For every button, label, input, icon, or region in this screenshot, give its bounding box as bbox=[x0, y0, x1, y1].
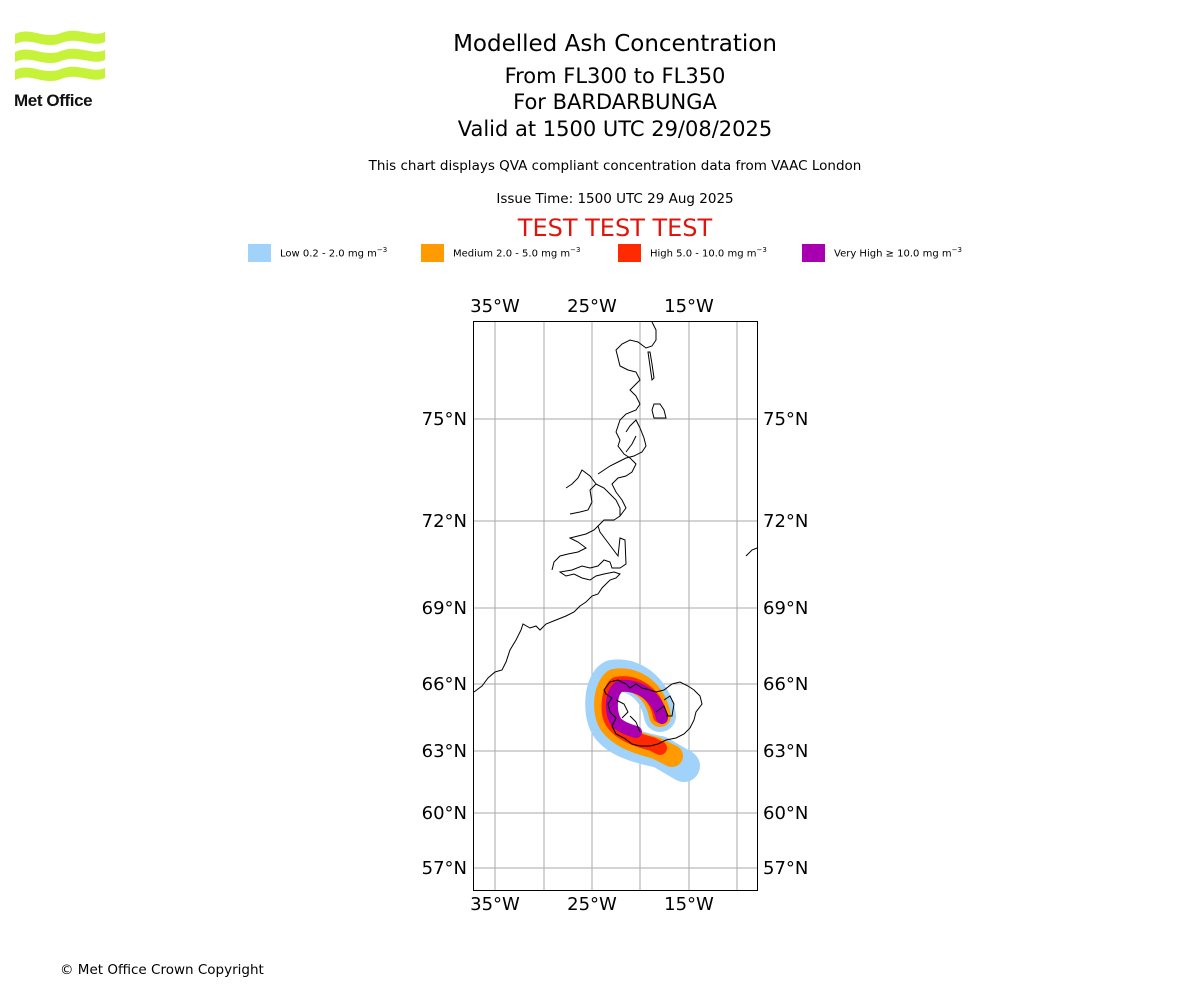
lat-label: 66°N bbox=[422, 674, 467, 695]
lat-label: 57°N bbox=[763, 858, 808, 879]
longitude-labels-top: 35°W 25°W 15°W bbox=[470, 296, 714, 317]
lon-label: 35°W bbox=[470, 894, 520, 915]
map-frame bbox=[473, 321, 758, 891]
lat-label: 60°N bbox=[422, 803, 467, 824]
lat-label: 63°N bbox=[763, 741, 808, 762]
lat-label: 63°N bbox=[422, 741, 467, 762]
lat-label: 69°N bbox=[422, 598, 467, 619]
map-gridlines bbox=[474, 322, 757, 890]
lat-label: 60°N bbox=[763, 803, 808, 824]
valid-time: Valid at 1500 UTC 29/08/2025 bbox=[457, 117, 773, 141]
legend-swatch-very-high bbox=[802, 244, 825, 262]
lat-label: 72°N bbox=[763, 511, 808, 532]
latitude-labels-left: 75°N 72°N 69°N 66°N 63°N 60°N 57°N bbox=[422, 409, 467, 879]
lon-label: 25°W bbox=[567, 296, 617, 317]
lat-label: 75°N bbox=[763, 409, 808, 430]
ash-zone-very-high bbox=[605, 679, 668, 738]
lon-label: 25°W bbox=[567, 894, 617, 915]
logo-wordmark: Met Office bbox=[14, 91, 93, 110]
legend-exp-very-high: −3 bbox=[951, 246, 962, 254]
iceland-coastline bbox=[603, 679, 703, 747]
legend-label-low: Low 0.2 - 2.0 mg m bbox=[280, 248, 377, 260]
issue-time: Issue Time: 1500 UTC 29 Aug 2025 bbox=[496, 191, 734, 207]
legend-exp-high: −3 bbox=[756, 246, 767, 254]
legend-label-high: High 5.0 - 10.0 mg m bbox=[650, 248, 757, 260]
legend-swatch-high bbox=[618, 244, 641, 262]
legend-exp-medium: −3 bbox=[570, 246, 581, 254]
legend-label-very-high: Very High ≥ 10.0 mg m bbox=[834, 248, 952, 260]
legend-swatch-low bbox=[248, 244, 271, 262]
flight-level-range: From FL300 to FL350 bbox=[504, 64, 726, 88]
lon-label: 35°W bbox=[470, 296, 520, 317]
longitude-labels-bottom: 35°W 25°W 15°W bbox=[470, 894, 714, 915]
copyright-notice: © Met Office Crown Copyright bbox=[60, 962, 264, 978]
lon-label: 15°W bbox=[664, 894, 714, 915]
greenland-coastline bbox=[473, 321, 758, 693]
volcano-name: For BARDARBUNGA bbox=[513, 90, 717, 114]
legend-exp-low: −3 bbox=[376, 246, 388, 254]
legend-label-medium: Medium 2.0 - 5.0 mg m bbox=[453, 248, 571, 260]
latitude-labels-right: 75°N 72°N 69°N 66°N 63°N 60°N 57°N bbox=[763, 409, 808, 879]
chart-title: Modelled Ash Concentration bbox=[453, 31, 777, 57]
test-banner: TEST TEST TEST bbox=[517, 214, 713, 242]
legend-swatch-medium bbox=[421, 244, 444, 262]
met-office-logo bbox=[15, 30, 105, 82]
lat-label: 57°N bbox=[422, 858, 467, 879]
lat-label: 75°N bbox=[422, 409, 467, 430]
lon-label: 15°W bbox=[664, 296, 714, 317]
chart-description: This chart displays QVA compliant concen… bbox=[368, 158, 862, 174]
ash-plume bbox=[585, 659, 700, 782]
lat-label: 72°N bbox=[422, 511, 467, 532]
lat-label: 69°N bbox=[763, 598, 808, 619]
lat-label: 66°N bbox=[763, 674, 808, 695]
